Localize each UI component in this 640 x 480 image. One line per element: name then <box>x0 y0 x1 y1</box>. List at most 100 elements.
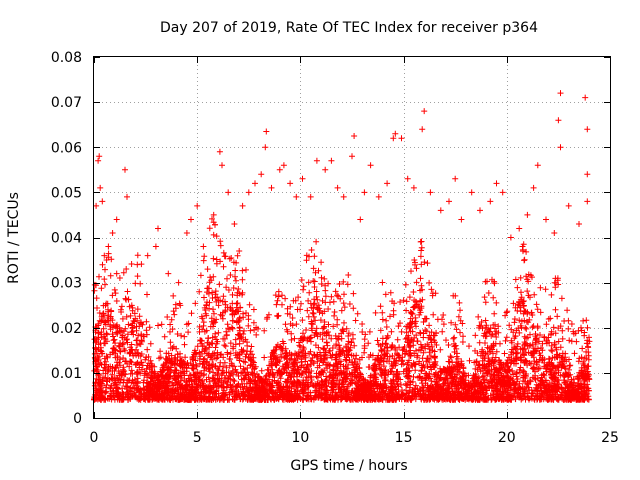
data-point <box>503 309 510 316</box>
data-point <box>181 385 187 392</box>
data-point <box>366 354 372 361</box>
data-point <box>412 259 418 266</box>
data-point <box>217 242 224 249</box>
data-point <box>123 336 130 343</box>
data-point <box>275 288 282 295</box>
data-point <box>340 300 347 307</box>
data-point <box>140 379 147 386</box>
data-point <box>313 329 320 336</box>
data-point <box>223 284 230 291</box>
data-point <box>220 293 227 300</box>
data-point <box>493 334 500 340</box>
data-point <box>93 295 100 302</box>
data-point <box>91 287 98 294</box>
data-point <box>350 305 357 312</box>
data-point <box>240 365 247 372</box>
data-point <box>374 337 381 344</box>
data-point <box>238 334 245 341</box>
data-point <box>217 359 224 366</box>
data-point <box>292 297 299 304</box>
data-point <box>209 215 215 222</box>
data-point <box>508 326 515 333</box>
data-point <box>583 317 590 324</box>
data-point <box>407 309 414 315</box>
data-point <box>194 369 201 376</box>
data-point <box>502 337 509 344</box>
data-point <box>397 299 404 305</box>
data-point <box>524 288 531 295</box>
data-point <box>274 354 281 361</box>
data-point <box>206 225 213 232</box>
data-point <box>427 336 434 342</box>
data-point <box>473 358 480 365</box>
data-point <box>478 348 485 355</box>
data-point <box>561 318 568 324</box>
data-point <box>147 340 154 347</box>
data-point <box>452 365 459 372</box>
data-point <box>167 328 173 335</box>
data-point <box>420 319 427 325</box>
data-point <box>534 306 541 313</box>
data-point <box>137 341 144 348</box>
data-point <box>572 391 579 398</box>
data-point <box>234 292 241 299</box>
data-point <box>399 347 406 354</box>
data-point <box>410 338 417 345</box>
data-point <box>440 312 447 318</box>
data-point <box>345 330 352 337</box>
data-point <box>239 369 246 376</box>
data-point <box>382 340 389 347</box>
data-point <box>222 301 229 308</box>
data-point <box>432 290 439 297</box>
data-point <box>282 295 289 302</box>
data-point <box>551 339 558 346</box>
data-point <box>546 339 553 346</box>
data-points <box>91 90 593 403</box>
data-point <box>416 358 423 365</box>
data-point <box>341 304 348 311</box>
data-point <box>318 281 325 287</box>
data-point <box>127 350 134 357</box>
data-point <box>377 327 384 334</box>
data-point <box>107 323 114 330</box>
data-point <box>107 272 114 279</box>
data-point <box>555 369 562 376</box>
data-point <box>390 311 397 318</box>
data-point <box>575 358 582 365</box>
data-point <box>528 360 534 367</box>
data-point <box>265 367 272 374</box>
data-point <box>535 365 542 372</box>
data-point <box>418 238 425 245</box>
data-point <box>110 345 117 352</box>
data-point <box>567 362 574 369</box>
data-point <box>412 396 419 403</box>
data-point <box>164 314 171 320</box>
data-point <box>226 255 233 262</box>
data-point <box>213 260 220 267</box>
data-point <box>521 333 528 340</box>
data-point <box>533 301 540 308</box>
data-point <box>450 292 457 299</box>
data-point <box>102 281 108 288</box>
data-point <box>320 324 327 331</box>
data-point <box>478 380 485 387</box>
data-point <box>451 334 458 341</box>
data-point <box>120 355 127 361</box>
data-point <box>321 275 328 282</box>
data-point <box>310 313 317 320</box>
data-point <box>298 300 304 307</box>
data-point <box>209 289 216 296</box>
data-point <box>356 356 363 363</box>
data-point <box>143 318 150 325</box>
data-point <box>105 308 111 315</box>
data-point <box>215 302 222 309</box>
data-point <box>136 313 143 320</box>
data-point <box>205 335 212 342</box>
data-point <box>207 354 214 361</box>
data-point <box>299 317 306 324</box>
data-point <box>219 315 226 322</box>
data-point <box>566 362 573 369</box>
data-point <box>286 357 293 363</box>
data-point <box>564 307 571 314</box>
